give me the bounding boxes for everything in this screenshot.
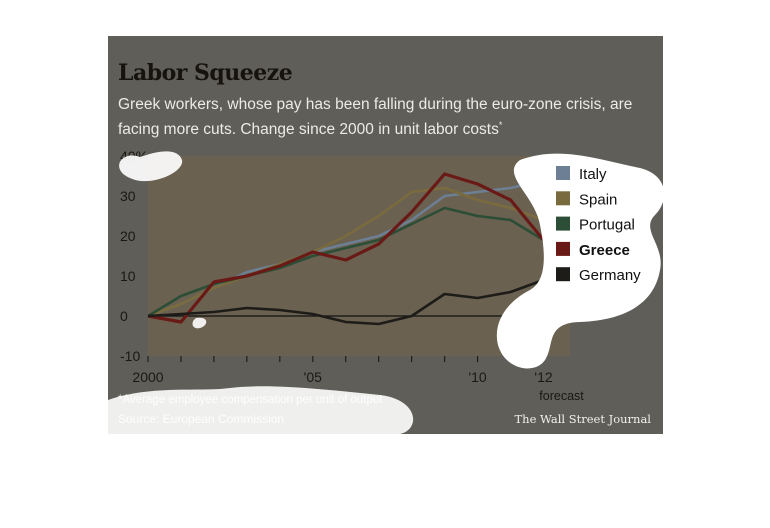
series-line [147,172,545,324]
y-tick-label: 40% [120,148,148,164]
chart-subtitle: Greek workers, whose pay has been fallin… [118,94,658,140]
plot-area [148,156,570,356]
publisher-credit: The Wall Street Journal [514,412,652,426]
forecast-label: forecast [539,389,584,403]
y-tick-label: 30 [120,188,136,204]
chart-title: Labor Squeeze [118,60,293,86]
chart-card: -10 0 10 20 30 40% 2000 '05 '10 '12 forecast Labor… [108,36,663,434]
x-tick-label: 2000 [132,369,163,385]
y-tick-label: 10 [120,268,136,284]
series-line [147,278,544,326]
x-tick-label: '10 [468,369,486,385]
x-tick-label: '05 [304,369,322,385]
source-note: Source: European Commission [118,412,285,426]
subtitle-text: Greek workers, whose pay has been fallin… [118,96,633,139]
y-tick-label: 0 [120,308,128,324]
series-line [147,186,544,318]
footnote-mark: * [498,120,503,130]
y-tick-label: 20 [120,228,136,244]
x-tick-label: '12 [534,369,552,385]
footnote-definition: *Average employee compensation per unit … [118,394,383,406]
y-tick-label: -10 [120,348,140,364]
